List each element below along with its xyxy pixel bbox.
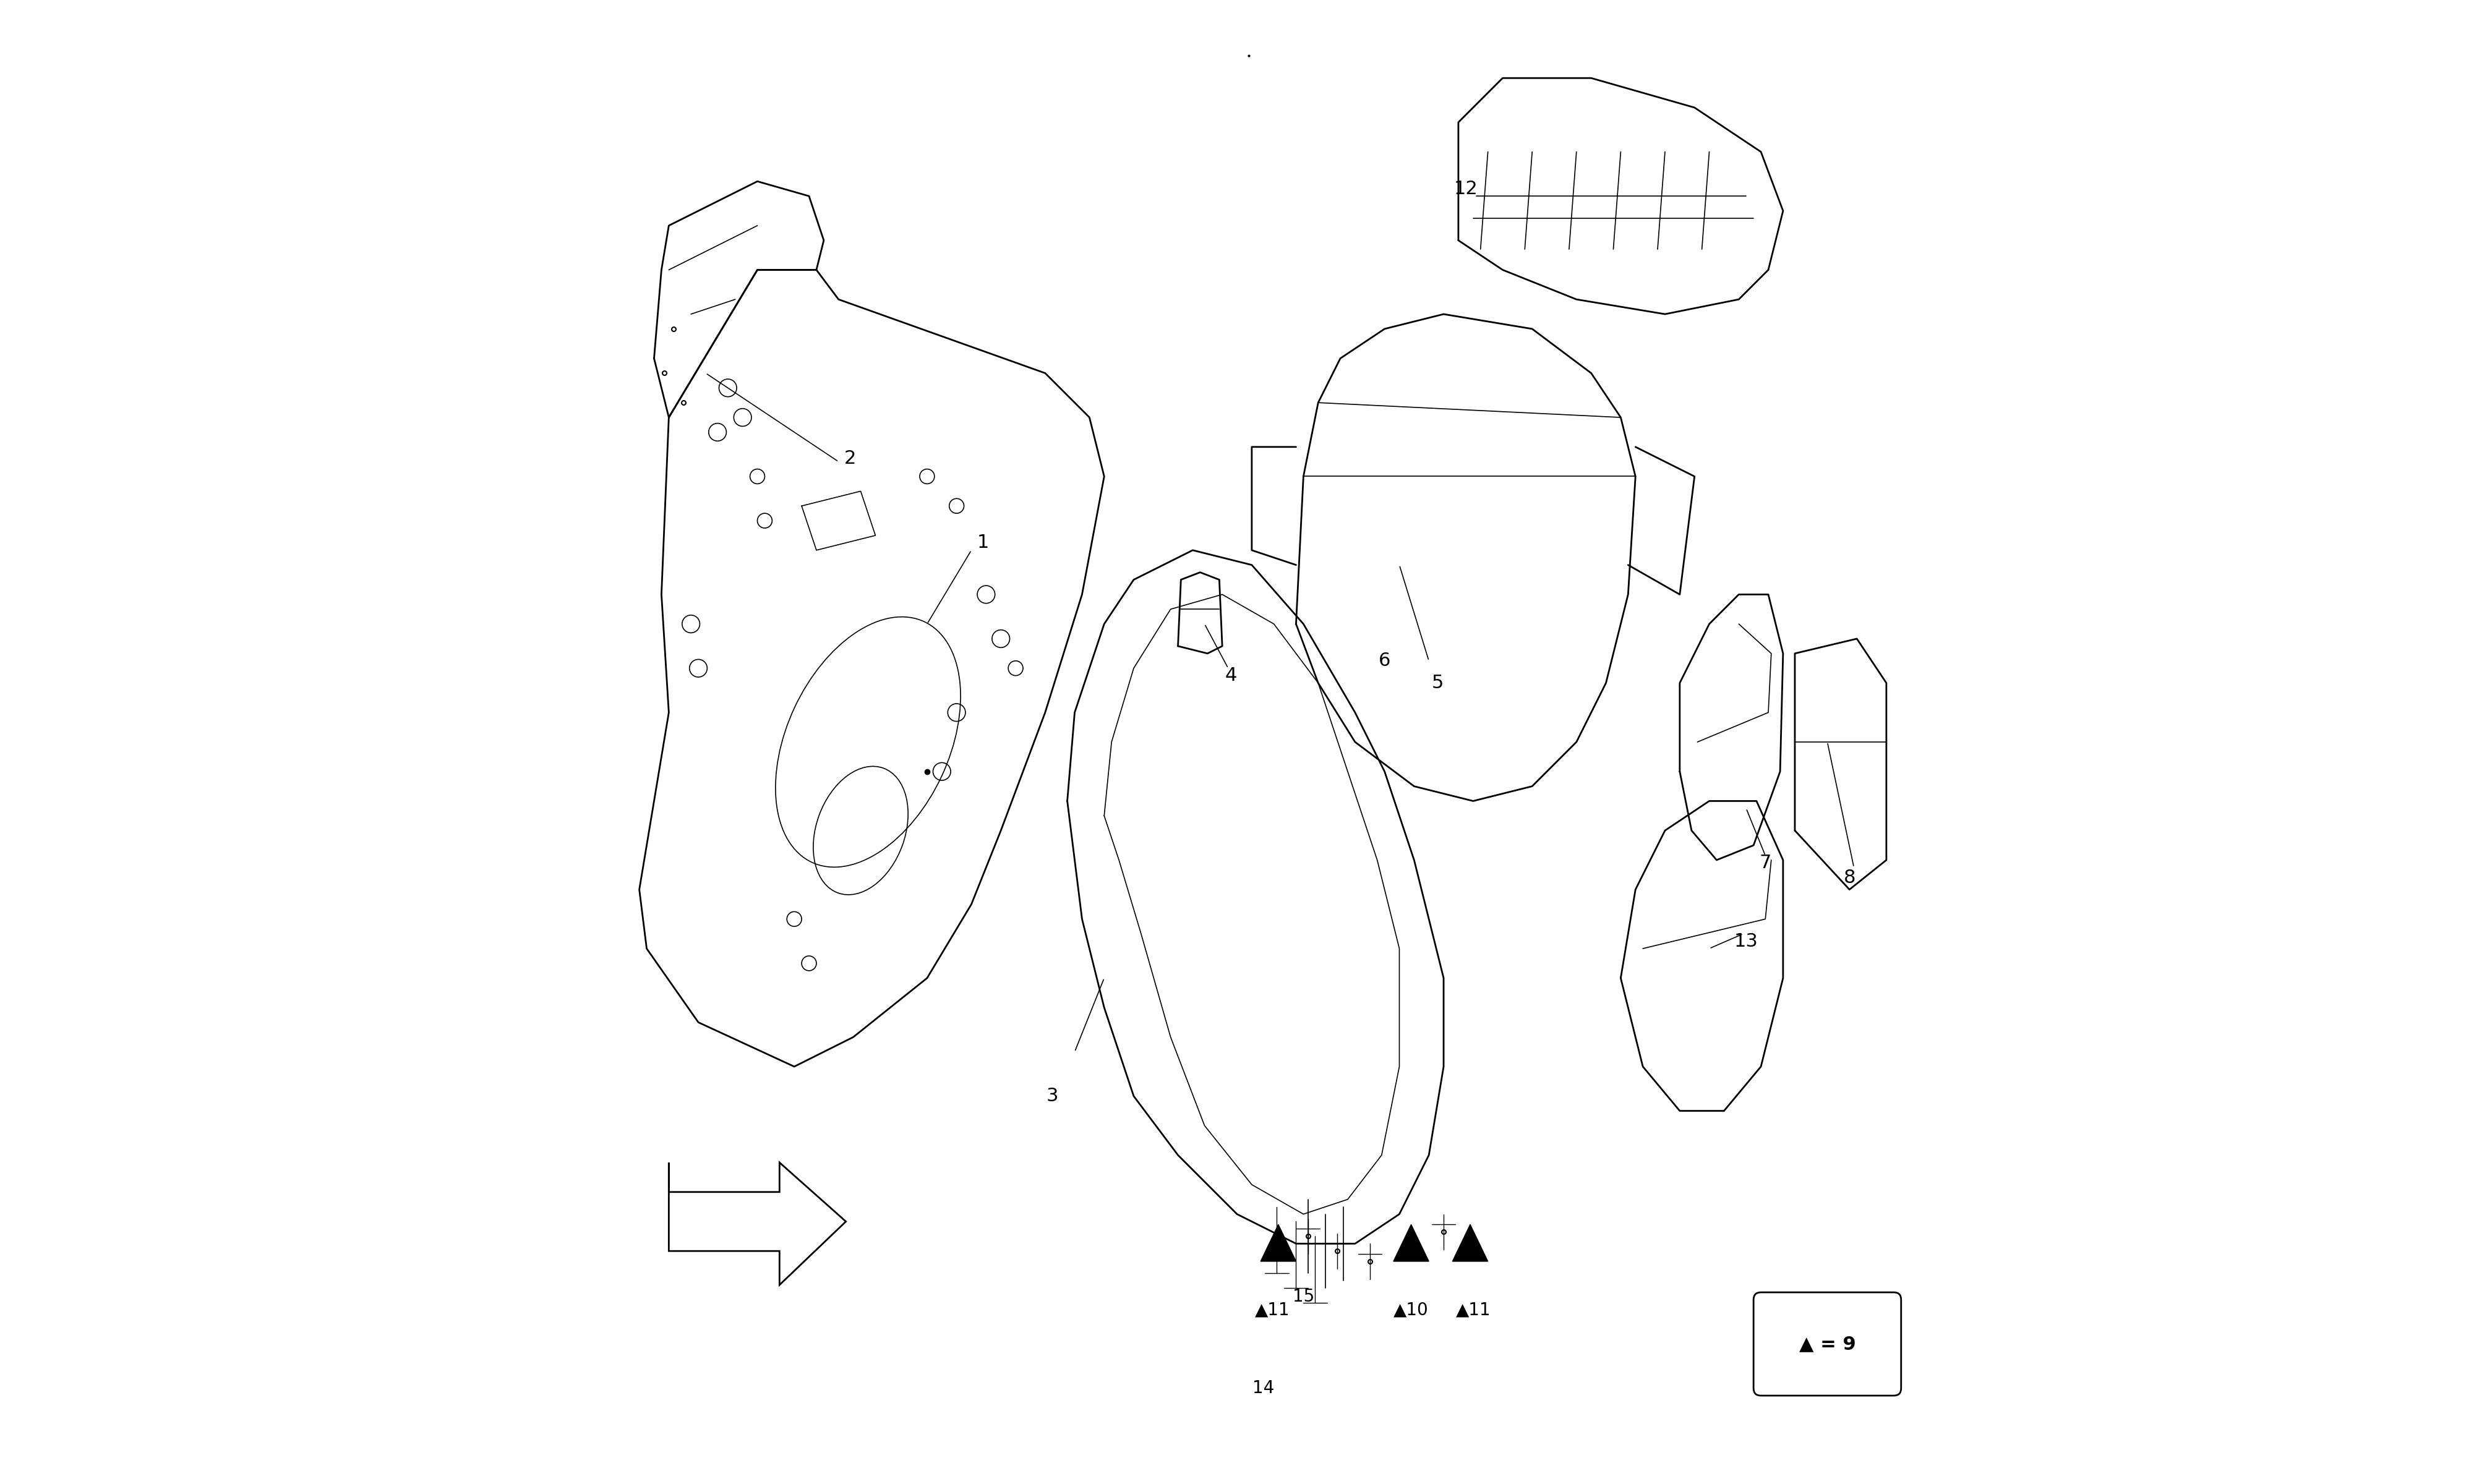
FancyBboxPatch shape xyxy=(1754,1293,1900,1395)
Polygon shape xyxy=(1452,1224,1487,1261)
Text: 1: 1 xyxy=(977,534,990,552)
Text: 8: 8 xyxy=(1843,868,1856,887)
Text: 4: 4 xyxy=(1225,666,1237,684)
Polygon shape xyxy=(668,1162,846,1285)
Polygon shape xyxy=(1393,1224,1430,1261)
Text: 13: 13 xyxy=(1734,932,1759,950)
Text: 3: 3 xyxy=(1047,1088,1059,1106)
Text: 14: 14 xyxy=(1252,1380,1274,1396)
Text: ▲11: ▲11 xyxy=(1254,1301,1289,1319)
Text: 2: 2 xyxy=(844,450,856,467)
Text: 15: 15 xyxy=(1291,1288,1314,1306)
Text: 5: 5 xyxy=(1432,674,1445,692)
Text: ▲ = 9: ▲ = 9 xyxy=(1799,1336,1856,1353)
Text: 12: 12 xyxy=(1455,180,1477,197)
Text: 6: 6 xyxy=(1378,651,1390,669)
Text: 7: 7 xyxy=(1759,853,1771,873)
Text: ▲11: ▲11 xyxy=(1455,1301,1492,1319)
Text: ▲10: ▲10 xyxy=(1393,1301,1427,1319)
Polygon shape xyxy=(1262,1224,1296,1261)
